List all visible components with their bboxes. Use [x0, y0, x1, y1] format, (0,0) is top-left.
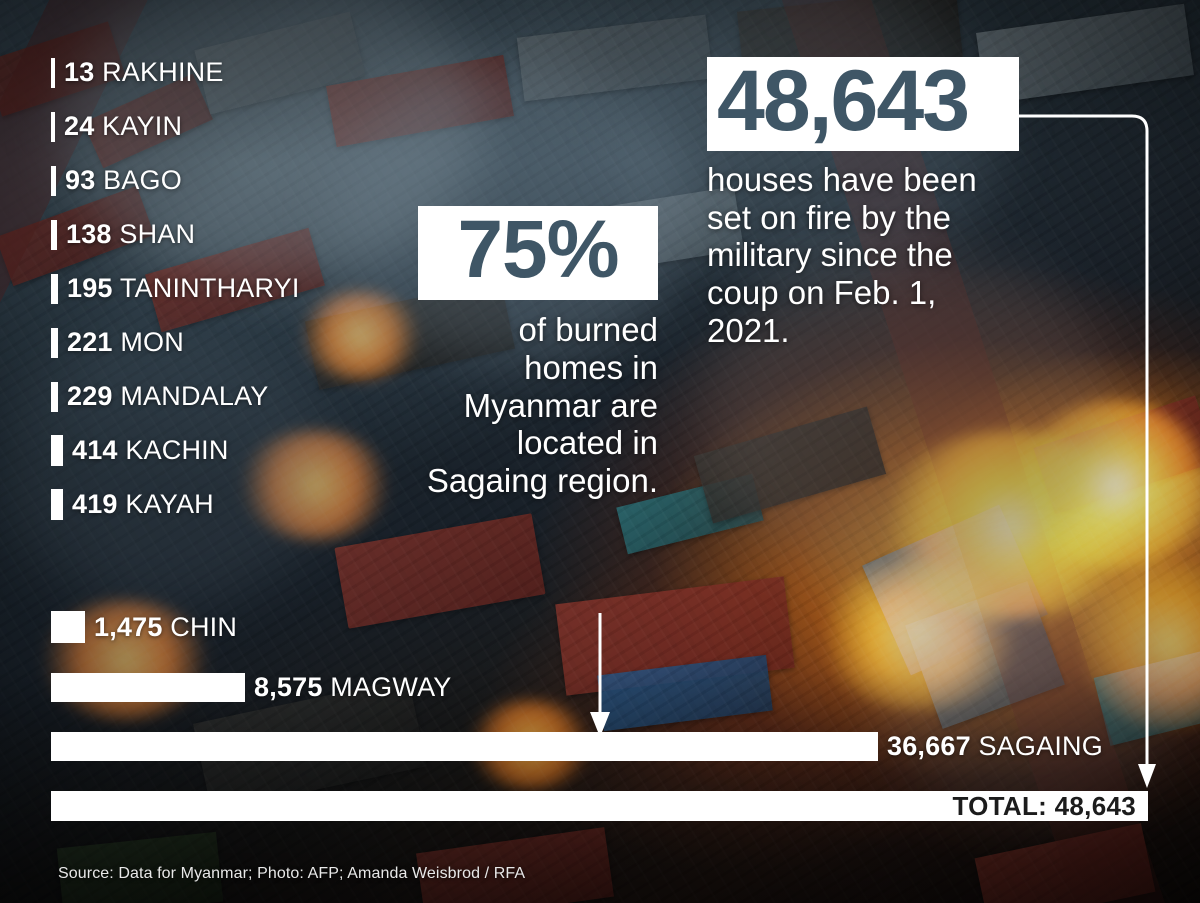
bar-region-mandalay: MANDALAY: [120, 381, 269, 411]
bar-region-kachin: KACHIN: [125, 435, 229, 465]
bar-kachin: [51, 435, 63, 466]
bar-value-kayah: 419: [72, 489, 118, 519]
bar-rakhine: [51, 57, 55, 88]
bar-label-tanintharyi: 195 TANINTHARYI: [67, 273, 300, 304]
bar-region-magway: MAGWAY: [330, 672, 452, 702]
table-row: 1,475 CHIN: [51, 611, 237, 643]
table-row: 195 TANINTHARYI: [51, 273, 300, 304]
bar-value-chin: 1,475: [94, 611, 163, 642]
bar-value-magway: 8,575: [254, 672, 323, 702]
table-row: 138 SHAN: [51, 219, 195, 250]
bar-magway: [51, 673, 245, 702]
bar-value-rakhine: 13: [64, 57, 95, 87]
callout-percent-body: of burned homes in Myanmar are located i…: [426, 311, 658, 499]
bar-label-kayin: 24 KAYIN: [64, 111, 182, 142]
bar-label-rakhine: 13 RAKHINE: [64, 57, 224, 88]
bar-mandalay: [51, 381, 58, 412]
table-row: 13 RAKHINE: [51, 57, 224, 88]
bar-value-shan: 138: [66, 219, 112, 249]
bar-label-chin: 1,475 CHIN: [94, 612, 237, 643]
bar-value-bago: 93: [65, 165, 96, 195]
bar-value-kayin: 24: [64, 111, 95, 141]
table-row: 229 MANDALAY: [51, 381, 269, 412]
bar-kayah: [51, 489, 63, 520]
bar-chin: [51, 611, 85, 643]
table-row: 93 BAGO: [51, 165, 182, 196]
table-row: 419 KAYAH: [51, 489, 214, 520]
bar-region-rakhine: RAKHINE: [102, 57, 224, 87]
bar-label-mandalay: 229 MANDALAY: [67, 381, 269, 412]
bar-sagaing: [51, 732, 878, 761]
bar-value-kachin: 414: [72, 435, 118, 465]
table-row: 8,575 MAGWAY: [51, 672, 451, 703]
bar-label-magway: 8,575 MAGWAY: [254, 672, 451, 703]
callout-percent: 75% of burned homes in Myanmar are locat…: [418, 206, 658, 499]
bar-region-shan: SHAN: [119, 219, 196, 249]
bar-region-kayah: KAYAH: [125, 489, 214, 519]
table-row: 24 KAYIN: [51, 111, 182, 142]
bar-shan: [51, 219, 57, 250]
bar-label-shan: 138 SHAN: [66, 219, 195, 250]
bar-tanintharyi: [51, 273, 58, 304]
bar-value-tanintharyi: 195: [67, 273, 113, 303]
bar-value-sagaing: 36,667: [887, 731, 971, 761]
bar-region-sagaing: SAGAING: [978, 731, 1103, 761]
bar-kayin: [51, 111, 55, 142]
bar-value-mandalay: 229: [67, 381, 113, 411]
callout-houses-body: houses have been set on fire by the mili…: [707, 161, 977, 349]
source-credit: Source: Data for Myanmar; Photo: AFP; Am…: [58, 865, 526, 882]
bar-label-kachin: 414 KACHIN: [72, 435, 229, 466]
callout-houses-number: 48,643: [717, 53, 970, 149]
table-row: 221 MON: [51, 327, 184, 358]
table-row: 36,667 SAGAING: [51, 731, 1103, 762]
bar-value-mon: 221: [67, 327, 113, 357]
table-row: 414 KACHIN: [51, 435, 229, 466]
callout-houses: 48,643 houses have been set on fire by t…: [707, 57, 1019, 349]
bar-total-label: TOTAL: 48,643: [952, 790, 1136, 821]
bar-label-mon: 221 MON: [67, 327, 184, 358]
callout-percent-number: 75%: [457, 204, 619, 295]
bar-region-tanintharyi: TANINTHARYI: [119, 273, 300, 303]
bar-label-sagaing: 36,667 SAGAING: [887, 731, 1103, 762]
bar-region-bago: BAGO: [103, 165, 182, 195]
bar-region-mon: MON: [120, 327, 184, 357]
callout-houses-box: 48,643: [707, 53, 1019, 152]
bar-mon: [51, 327, 58, 358]
bar-region-chin: CHIN: [170, 611, 238, 642]
bar-label-kayah: 419 KAYAH: [72, 489, 214, 520]
bar-label-bago: 93 BAGO: [65, 165, 182, 196]
bar-region-kayin: KAYIN: [102, 111, 183, 141]
callout-percent-box: 75%: [418, 204, 658, 301]
table-row-total: TOTAL: 48,643: [51, 791, 1148, 821]
bar-total: TOTAL: 48,643: [51, 791, 1148, 821]
bar-bago: [51, 165, 56, 196]
